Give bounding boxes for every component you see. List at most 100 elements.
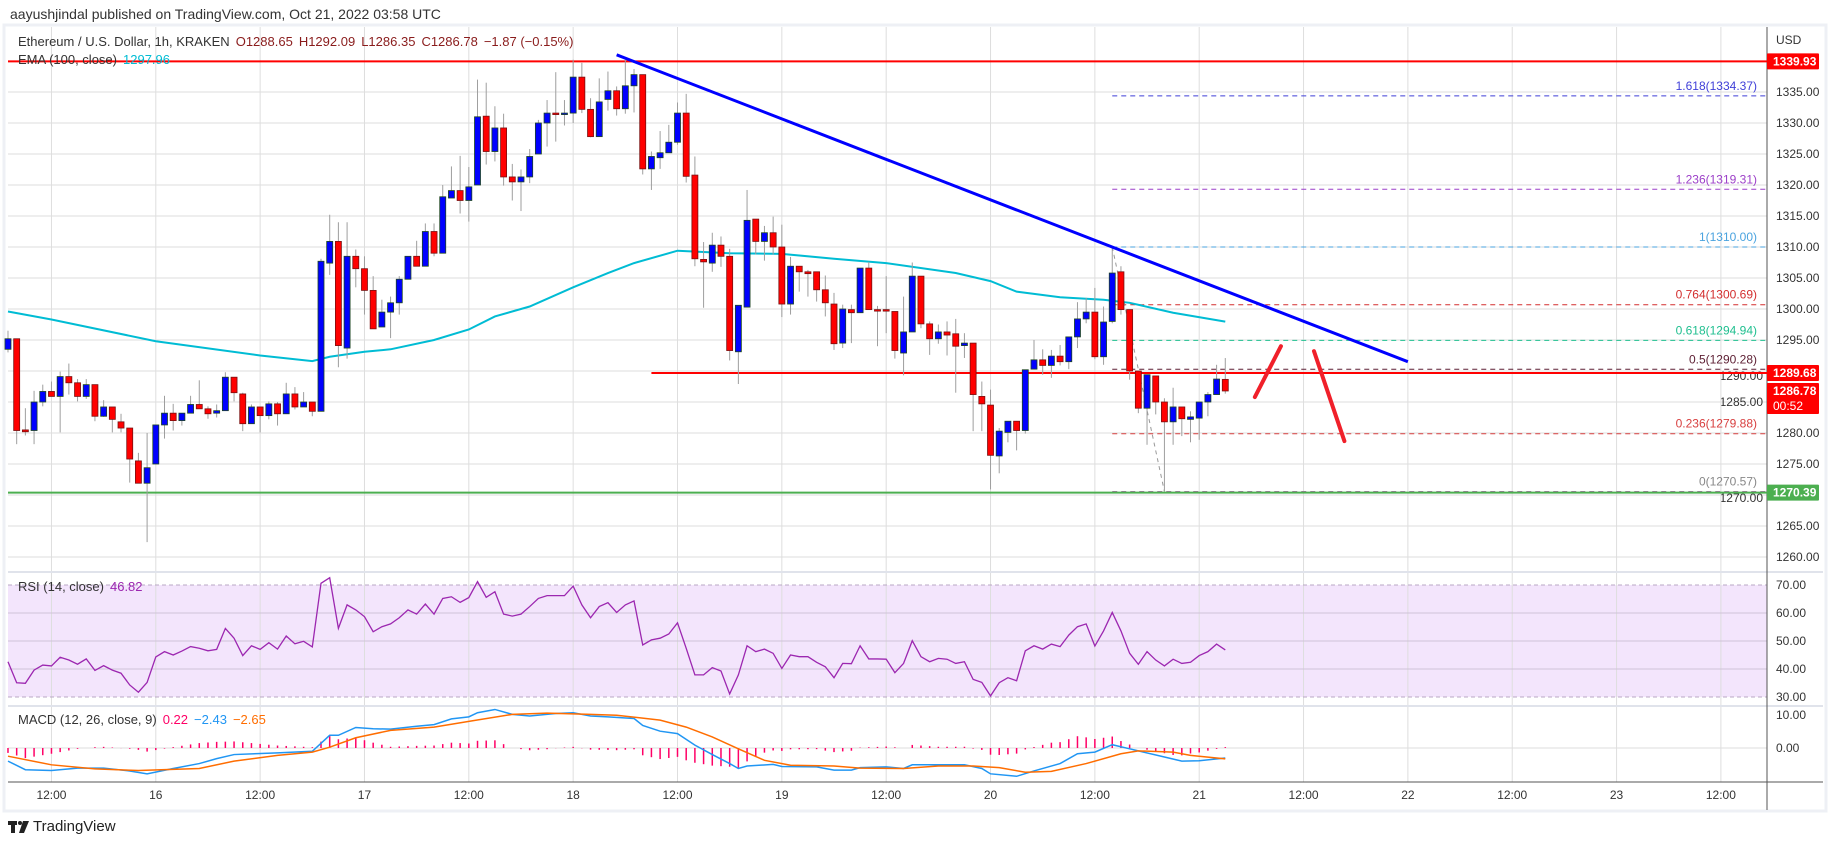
fib-level-label: 0.5(1290.28): [1689, 352, 1757, 366]
candle-body: [13, 338, 21, 431]
tradingview-logo[interactable]: TradingView: [8, 818, 116, 835]
candle-body: [474, 116, 481, 186]
candle-body: [91, 384, 99, 417]
projection-stroke: [1252, 344, 1283, 400]
candle-body: [135, 460, 142, 484]
price-tick-label: 1265.00: [1776, 519, 1820, 533]
candle-body: [308, 401, 316, 412]
candle-body: [926, 323, 934, 340]
candle-body: [891, 311, 899, 351]
candle-body: [952, 333, 960, 347]
candle-body: [613, 90, 621, 110]
macd-tick-label: 10.00: [1776, 708, 1806, 722]
fib-level-label: 0.236(1279.88): [1676, 417, 1757, 431]
candle-body: [882, 309, 890, 312]
candle-body: [561, 112, 568, 115]
candle-body: [430, 231, 438, 254]
candle-body: [1056, 355, 1064, 363]
candle-body: [1004, 420, 1012, 433]
candle-body: [943, 331, 951, 336]
time-tick-label: 20: [984, 788, 998, 802]
time-tick-label: 23: [1610, 788, 1624, 802]
candle-body: [587, 108, 594, 138]
candle-body: [439, 196, 447, 254]
candle-body: [213, 410, 221, 414]
candle-body: [639, 74, 647, 170]
candle-body: [552, 112, 560, 115]
candle-body: [595, 101, 603, 138]
candle-body: [39, 391, 47, 403]
candle-body: [900, 331, 907, 354]
candle-body: [48, 391, 55, 397]
candle-body: [726, 255, 734, 351]
ema-legend: EMA (100, close) 1297.96: [18, 52, 176, 68]
candle-body: [343, 255, 351, 349]
candle-body: [100, 406, 108, 417]
candle-body: [456, 190, 464, 201]
candle-body: [256, 406, 264, 417]
candle-body: [908, 275, 916, 333]
candle-body: [865, 267, 873, 311]
candle-body: [969, 342, 977, 395]
candle-body: [221, 376, 229, 412]
candle-body: [1100, 321, 1107, 358]
candle-body: [995, 430, 1003, 457]
candle-body: [856, 267, 864, 314]
candle-body: [656, 152, 664, 159]
candle-body: [813, 271, 821, 291]
macd-hist-value: 0.22: [162, 712, 189, 727]
price-tick-label: 1335.00: [1776, 85, 1820, 99]
candle-body: [1108, 272, 1116, 322]
descending-trendline: [616, 53, 1409, 364]
candle-body: [978, 396, 986, 405]
fib-level-label: 1.236(1319.31): [1676, 172, 1757, 186]
macd-legend: MACD (12, 26, close, 9) 0.22 −2.43 −2.65: [18, 712, 272, 728]
candles: [4, 59, 1229, 543]
candle-body: [326, 241, 334, 264]
rsi-tick-label: 30.00: [1776, 690, 1806, 704]
candle-body: [1213, 378, 1220, 395]
candle-body: [1134, 370, 1142, 409]
candle-body: [821, 289, 829, 304]
macd-tick-label: 0.00: [1776, 741, 1800, 755]
candle-body: [248, 406, 255, 425]
fib-level-label: 0.618(1294.94): [1676, 323, 1757, 337]
price-tick-label: 1285.00: [1720, 395, 1764, 409]
candle-body: [1039, 359, 1047, 366]
legend-open: O1288.65: [235, 34, 293, 49]
candle-body: [491, 127, 499, 152]
candle-body: [534, 122, 542, 155]
candle-body: [839, 308, 847, 344]
candle-body: [1091, 311, 1099, 358]
price-tick-label: 1310.00: [1776, 240, 1820, 254]
candle-body: [752, 218, 760, 242]
candle-body: [361, 268, 368, 291]
candle-body: [1221, 378, 1229, 392]
candle-body: [21, 429, 29, 433]
time-tick-label: 12:00: [1080, 788, 1110, 802]
fib-level-label: 0.764(1300.69): [1676, 288, 1757, 302]
candle-body: [1187, 416, 1194, 420]
candle-body: [848, 309, 855, 314]
candle-body: [578, 76, 586, 110]
candle-body: [769, 232, 777, 248]
candle-body: [1117, 271, 1125, 311]
candle-body: [917, 275, 925, 325]
candle-body: [1065, 336, 1073, 363]
price-tick-label: 1275.00: [1776, 457, 1820, 471]
candle-body: [152, 424, 160, 465]
candle-body: [1195, 401, 1203, 419]
candle-body: [300, 401, 308, 408]
price-tick-label: 1305.00: [1776, 271, 1820, 285]
rsi-tick-label: 40.00: [1776, 662, 1806, 676]
candle-body: [126, 427, 134, 460]
price-tick-label: 1320.00: [1776, 178, 1820, 192]
price-tick-label: 1315.00: [1776, 209, 1820, 223]
candle-body: [387, 302, 394, 313]
candle-body: [369, 289, 377, 330]
candle-body: [317, 260, 325, 412]
candle-body: [543, 112, 551, 124]
candle-body: [169, 412, 177, 422]
candle-body: [1143, 374, 1151, 409]
